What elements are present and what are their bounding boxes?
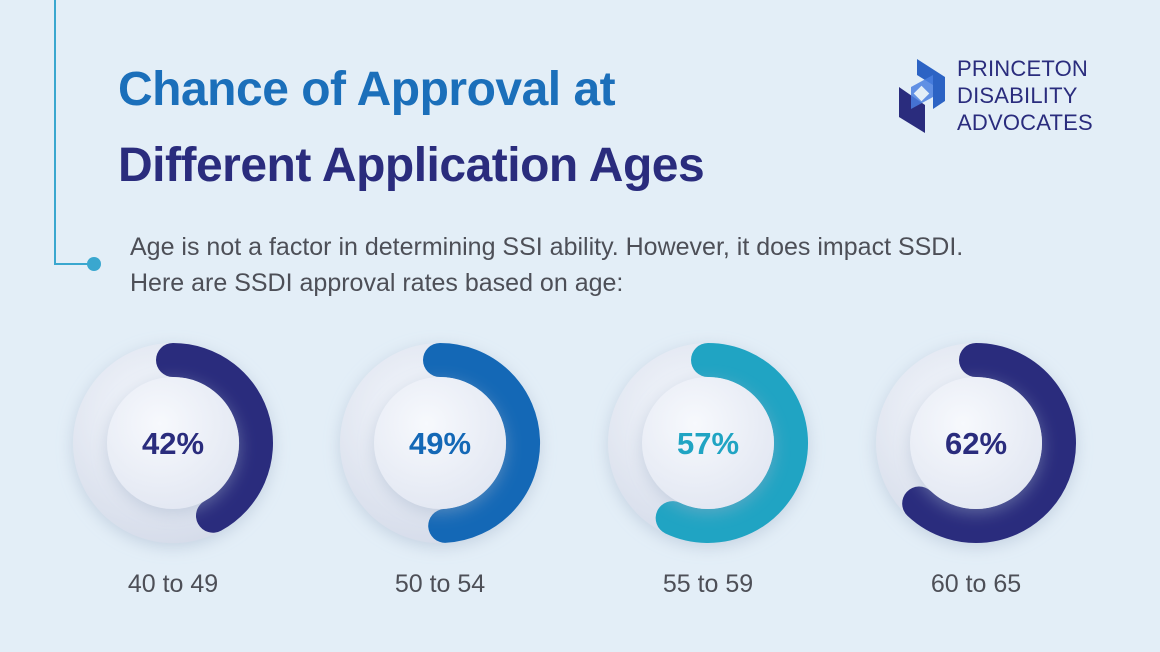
logo-line-2: DISABILITY bbox=[957, 83, 1078, 108]
donut-value-label: 62% bbox=[945, 426, 1007, 461]
age-range-label: 60 to 65 bbox=[931, 570, 1021, 598]
page-title-line-2: Different Application Ages bbox=[118, 139, 705, 192]
donut-value-label: 42% bbox=[142, 426, 204, 461]
logo: PRINCETON DISABILITY ADVOCATES bbox=[895, 55, 1135, 140]
donut-2: 49% 50 to 54 bbox=[340, 343, 541, 598]
donut-center bbox=[642, 377, 774, 509]
donut-arc bbox=[423, 343, 541, 543]
donut-arc bbox=[655, 343, 808, 543]
donut-arc bbox=[902, 343, 1076, 543]
logo-text: PRINCETON DISABILITY ADVOCATES bbox=[957, 55, 1093, 136]
donut-1: 42% 40 to 49 bbox=[73, 343, 273, 598]
donut-center bbox=[374, 377, 506, 509]
donut-arc bbox=[156, 343, 273, 533]
donut-center bbox=[910, 377, 1042, 509]
page-title-line-1: Chance of Approval at bbox=[118, 63, 616, 116]
decorative-line-horizontal bbox=[54, 263, 92, 265]
logo-line-1: PRINCETON bbox=[957, 56, 1088, 81]
intro-text: Age is not a factor in determining SSI a… bbox=[130, 233, 964, 297]
donut-center bbox=[107, 377, 239, 509]
donut-value-label: 57% bbox=[677, 426, 739, 461]
donut-chart-group: 42% 40 to 49 49% 50 to 54 57% 55 to 59 62% 60 t… bbox=[73, 343, 1076, 598]
donut-value-label: 49% bbox=[409, 426, 471, 461]
age-range-label: 55 to 59 bbox=[663, 570, 753, 598]
decorative-dot bbox=[87, 257, 101, 271]
donut-3: 57% 55 to 59 bbox=[608, 343, 808, 598]
age-range-label: 50 to 54 bbox=[395, 570, 485, 598]
age-range-label: 40 to 49 bbox=[128, 570, 218, 598]
decorative-line-vertical bbox=[54, 0, 56, 265]
logo-mark-icon bbox=[899, 59, 945, 133]
donut-4: 62% 60 to 65 bbox=[876, 343, 1076, 598]
logo-line-3: ADVOCATES bbox=[957, 110, 1093, 135]
